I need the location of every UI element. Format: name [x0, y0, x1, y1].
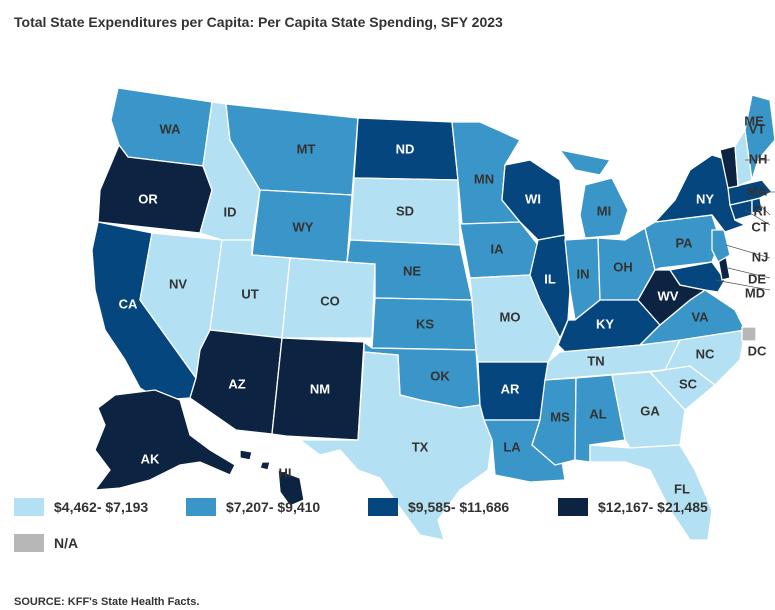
legend-label-tier1: $4,462- $7,193 [54, 499, 149, 515]
state-FL[interactable] [589, 444, 713, 541]
label-NC: NC [696, 346, 715, 361]
label-IN: IN [577, 266, 590, 281]
label-AK: AK [141, 451, 160, 466]
state-DC[interactable] [741, 326, 757, 342]
label-KY: KY [596, 316, 614, 331]
map-title: Total State Expenditures per Capita: Per… [14, 14, 503, 30]
label-WY: WY [293, 219, 314, 234]
label-TX: TX [412, 439, 429, 454]
state-MI[interactable] [558, 149, 629, 239]
label-PA: PA [675, 235, 693, 250]
label-OK: OK [430, 368, 450, 383]
label-AR: AR [501, 381, 520, 396]
label-NH: NH [749, 151, 768, 166]
label-CO: CO [320, 293, 340, 308]
label-FL: FL [674, 481, 690, 496]
label-OH: OH [613, 259, 633, 274]
label-MA: MA [747, 183, 768, 198]
label-LA: LA [503, 439, 521, 454]
state-labels: WA OR CA NV ID MT WY UT AZ CO NM ND SD N… [119, 113, 769, 496]
label-NE: NE [403, 263, 421, 278]
label-SD: SD [396, 203, 414, 218]
leader-line-RI [759, 204, 771, 216]
legend-swatch-tier1 [14, 498, 44, 516]
legend-label-na: N/A [54, 535, 79, 551]
label-HI: HI [279, 465, 292, 480]
label-NM: NM [310, 381, 330, 396]
label-ME: ME [744, 113, 764, 128]
state-NM[interactable] [271, 337, 365, 441]
legend-swatch-na [14, 534, 44, 552]
label-NV: NV [169, 276, 187, 291]
source-note: SOURCE: KFF's State Health Facts. [14, 596, 200, 608]
label-SC: SC [679, 376, 698, 391]
label-MN: MN [474, 171, 494, 186]
label-MO: MO [500, 309, 521, 324]
label-IL: IL [544, 271, 556, 286]
label-VA: VA [691, 309, 709, 324]
state-ME[interactable] [744, 94, 775, 181]
leader-line-CT [744, 209, 771, 226]
label-RI: RI [754, 203, 767, 218]
legend-swatch-tier2 [186, 498, 216, 516]
legend-item-tier1: $4,462- $7,193 [14, 498, 148, 516]
state-HI[interactable] [239, 449, 305, 507]
label-WV: WV [658, 288, 679, 303]
legend-swatch-tier4 [558, 498, 588, 516]
label-NY: NY [696, 191, 714, 206]
label-AL: AL [589, 406, 606, 421]
label-NJ: NJ [752, 249, 769, 264]
label-KS: KS [416, 316, 434, 331]
label-MI: MI [597, 203, 611, 218]
label-WA: WA [160, 121, 182, 136]
label-DE: DE [748, 271, 766, 286]
label-GA: GA [640, 403, 660, 418]
label-ID: ID [224, 204, 237, 219]
legend-label-tier3: $9,585- $11,686 [408, 499, 510, 515]
label-UT: UT [241, 286, 258, 301]
legend-label-tier4: $12,167- $21,485 [598, 499, 708, 515]
label-AZ: AZ [228, 376, 245, 391]
label-VT: VT [749, 121, 766, 136]
label-ND: ND [396, 141, 415, 156]
leader-line-NJ [725, 244, 771, 259]
label-CT: CT [751, 219, 768, 234]
label-WI: WI [525, 191, 541, 206]
legend-swatch-tier3 [368, 498, 398, 516]
legend-item-tier4: $12,167- $21,485 [558, 498, 708, 516]
label-MS: MS [550, 409, 570, 424]
label-TN: TN [587, 353, 604, 368]
legend-item-tier3: $9,585- $11,686 [368, 498, 509, 516]
legend: $4,462- $7,193 $7,207- $9,410 $9,585- $1… [14, 498, 774, 560]
label-MD: MD [745, 285, 765, 300]
label-OR: OR [138, 191, 158, 206]
leader-line-MD [714, 279, 771, 291]
state-MD[interactable] [668, 261, 726, 293]
legend-item-na: N/A [14, 534, 78, 552]
state-TX[interactable] [298, 351, 493, 541]
legend-item-tier2: $7,207- $9,410 [186, 498, 320, 516]
label-DC: DC [748, 343, 767, 358]
legend-label-tier2: $7,207- $9,410 [226, 499, 321, 515]
leader-line-DE [727, 267, 771, 279]
label-MT: MT [297, 141, 316, 156]
state-AK[interactable] [93, 389, 236, 491]
label-IA: IA [491, 241, 505, 256]
label-CA: CA [119, 296, 138, 311]
state-NJ[interactable] [711, 229, 731, 263]
